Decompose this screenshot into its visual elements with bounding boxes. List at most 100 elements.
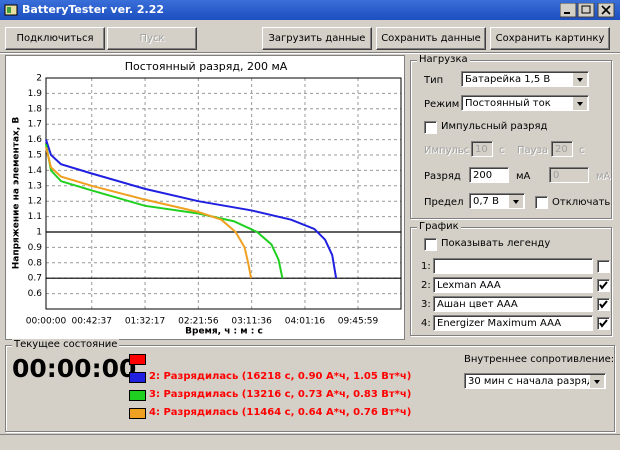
checkbox[interactable] [597, 298, 610, 311]
x-tick-label: 03:11:36 [231, 317, 272, 327]
chart-title: Постоянный разряд, 200 мА [125, 60, 288, 73]
window-title: BatteryTester ver. 2.22 [22, 3, 165, 16]
group-title: График [417, 221, 461, 232]
unit: мА [516, 171, 531, 182]
discharge-input[interactable]: 200 [469, 167, 509, 183]
limit-select[interactable]: 0,7 В [469, 193, 525, 209]
status-entry: 3: Разрядилась (13216 с, 0.73 А*ч, 0.83 … [149, 389, 412, 400]
checkbox[interactable] [424, 121, 437, 134]
x-tick-label: 04:01:16 [285, 317, 326, 327]
y-tick-label: 0.9 [28, 243, 43, 253]
legend-swatch [129, 408, 146, 419]
slot-name[interactable]: Lexman AAA [433, 277, 593, 293]
slot-number: 3: [421, 299, 431, 310]
legend-swatch [129, 354, 146, 365]
group-title: Нагрузка [417, 54, 470, 65]
slot-name[interactable]: Energizer Maximum AAA [433, 315, 593, 331]
title-bar: BatteryTester ver. 2.22 [0, 0, 620, 20]
unit: с [579, 145, 585, 156]
discharge2-input: 0 [549, 167, 589, 183]
check-mark [599, 300, 608, 309]
plot-frame [45, 77, 402, 310]
label: Внутреннее сопротивление: [464, 354, 615, 365]
unit: с [499, 145, 505, 156]
slot-name[interactable] [433, 258, 593, 274]
checkbox[interactable] [597, 317, 610, 330]
save-data-button[interactable]: Сохранить данные [376, 27, 486, 50]
status-group: Текущее состояние 00:00:00 Внутреннее со… [5, 339, 615, 432]
slot-number: 1: [421, 261, 431, 272]
y-tick-label: 0.6 [28, 289, 43, 299]
start-button: Пуск [107, 27, 197, 50]
legend-swatch [129, 390, 146, 401]
label: Режим [424, 99, 460, 110]
load-group: Нагрузка Тип Батарейка 1,5 В Режим Посто… [410, 54, 612, 219]
x-tick-label: 02:21:56 [178, 317, 219, 327]
y-axis-label: Напряжение на элементах, В [12, 117, 22, 270]
resistance-select[interactable]: 30 мин с начала разряда [464, 373, 606, 389]
group-title: Текущее состояние [12, 339, 120, 350]
unit: мА [596, 171, 611, 182]
y-tick-label: 1.9 [28, 89, 43, 99]
save-picture-button[interactable]: Сохранить картинку [490, 27, 610, 50]
select-value: 30 мин с начала разряда [468, 376, 600, 387]
window-buttons[interactable] [560, 3, 616, 18]
status-entry: 2: Разрядилась (16218 с, 0.90 А*ч, 1.05 … [149, 371, 412, 382]
y-tick-label: 1.4 [28, 166, 43, 176]
checkbox[interactable] [597, 279, 610, 292]
select-value: Батарейка 1,5 В [465, 74, 551, 85]
select-value: 0,7 В [473, 196, 499, 207]
y-tick-label: 1.3 [28, 181, 42, 191]
series-line [45, 144, 284, 279]
chart: Постоянный разряд, 200 мА Напряжение на … [5, 55, 405, 340]
series-line [45, 147, 253, 279]
y-tick-label: 1.5 [28, 151, 42, 161]
x-tick-label: 00:00:00 [26, 317, 67, 327]
y-tick-label: 1.7 [28, 120, 42, 130]
y-tick-label: 0.8 [28, 258, 43, 268]
mode-select[interactable]: Постоянный ток [461, 95, 589, 111]
series-line [45, 139, 338, 279]
app-icon [4, 4, 18, 16]
label: Показывать легенду [441, 238, 551, 249]
y-tick-label: 2 [36, 74, 42, 84]
y-tick-label: 1.6 [28, 135, 43, 145]
y-tick-label: 1.1 [28, 212, 42, 222]
check-mark [599, 281, 608, 290]
check-mark [599, 319, 608, 328]
y-tick-label: 0.7 [28, 274, 42, 284]
checkbox[interactable] [424, 238, 437, 251]
status-entry: 4: Разрядилась (11464 с, 0.64 А*ч, 0.76 … [149, 407, 412, 418]
graph-group: График Показывать легенду 1: 2: Lexman AAA… [410, 221, 612, 336]
label: Разряд [424, 171, 461, 182]
label: Импульсный разряд [441, 121, 548, 132]
label: Пауза [517, 145, 549, 156]
type-select[interactable]: Батарейка 1,5 В [461, 71, 589, 87]
pause-input: 20 [551, 141, 573, 157]
y-tick-label: 1 [36, 228, 42, 238]
select-value: Постоянный ток [465, 98, 551, 109]
label: Отключать [552, 197, 611, 208]
x-axis-label: Время, ч : м : с [185, 327, 263, 337]
label: Предел [424, 197, 464, 208]
load-button[interactable]: Загрузить данные [262, 27, 372, 50]
separator [0, 52, 620, 54]
checkbox[interactable] [597, 260, 610, 273]
slot-number: 2: [421, 280, 431, 291]
checkbox[interactable] [535, 196, 548, 209]
slot-number: 4: [421, 318, 431, 329]
label: Импульс [424, 145, 470, 156]
label: Тип [424, 75, 444, 86]
y-tick-label: 1.2 [28, 197, 42, 207]
slot-name[interactable]: Ашан цвет AAA [433, 296, 593, 312]
pulse-input: 10 [471, 141, 493, 157]
legend-swatch [129, 372, 146, 383]
connect-button[interactable]: Подключиться [5, 27, 105, 50]
x-tick-label: 01:32:17 [125, 317, 165, 327]
status-bar [0, 434, 620, 450]
timer: 00:00:00 [12, 354, 137, 383]
x-tick-label: 00:42:37 [72, 317, 112, 327]
x-tick-label: 09:45:59 [338, 317, 379, 327]
y-tick-label: 1.8 [28, 104, 43, 114]
